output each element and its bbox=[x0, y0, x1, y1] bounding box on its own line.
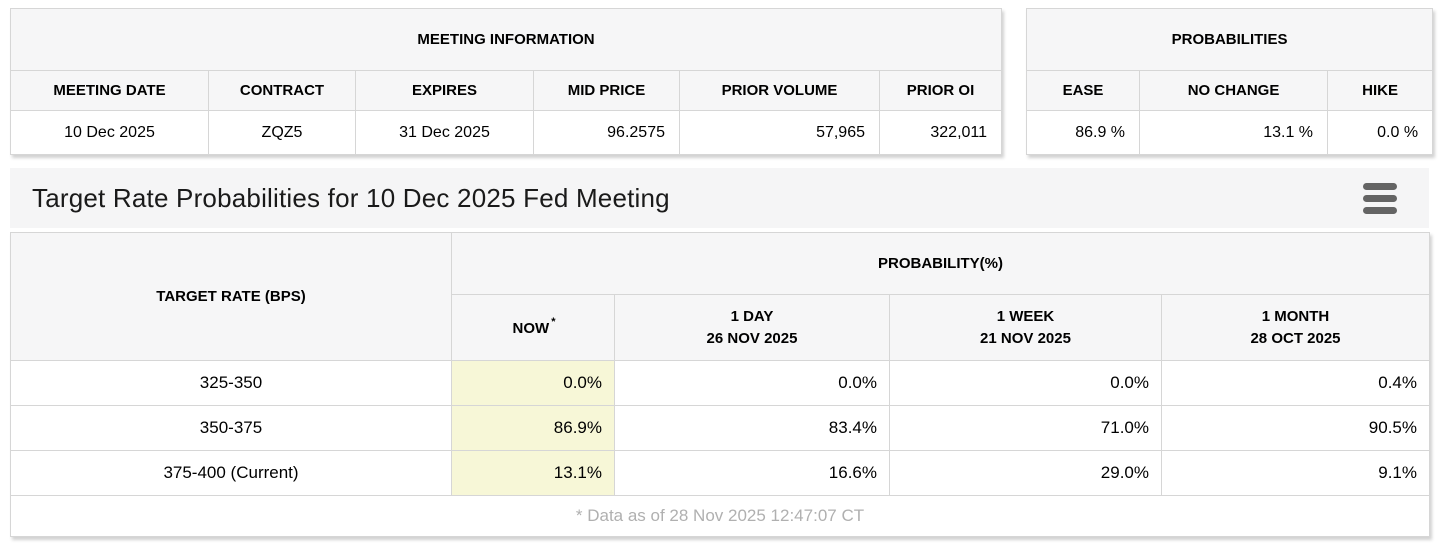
column-header-1-day: 1 DAY 26 NOV 2025 bbox=[614, 294, 890, 361]
footnote-row: * Data as of 28 Nov 2025 12:47:07 CT bbox=[10, 495, 1430, 537]
period-label: 1 WEEK bbox=[996, 307, 1055, 325]
table-row: 86.9 % 13.1 % 0.0 % bbox=[1026, 110, 1434, 155]
hamburger-bar bbox=[1363, 182, 1397, 190]
hike-value: 0.0 % bbox=[1327, 110, 1434, 155]
column-header-ease: EASE bbox=[1026, 70, 1141, 111]
column-header-expires: EXPIRES bbox=[355, 70, 534, 111]
column-header-prior-volume: PRIOR VOLUME bbox=[679, 70, 880, 111]
probability-group-header-row: TARGET RATE (BPS) PROBABILITY(%) bbox=[10, 232, 1430, 361]
target-rate-value: 325-350 bbox=[10, 360, 452, 406]
target-rate-value: 375-400 (Current) bbox=[10, 450, 452, 496]
one-day-probability-value: 16.6% bbox=[614, 450, 890, 496]
hamburger-bar bbox=[1363, 194, 1397, 202]
column-header-contract: CONTRACT bbox=[208, 70, 356, 111]
probabilities-summary-table: PROBABILITIES EASE NO CHANGE HIKE 86.9 %… bbox=[1026, 8, 1434, 155]
one-week-probability-value: 29.0% bbox=[889, 450, 1162, 496]
column-header-prior-oi: PRIOR OI bbox=[878, 70, 1003, 111]
one-day-probability-value: 83.4% bbox=[614, 405, 890, 451]
meeting-information-table: MEETING INFORMATION MEETING DATE CONTRAC… bbox=[9, 8, 1003, 155]
table-row: 10 Dec 2025 ZQZ5 31 Dec 2025 96.2575 57,… bbox=[10, 110, 1003, 155]
target-rate-value: 350-375 bbox=[10, 405, 452, 451]
column-header-1-week: 1 WEEK 21 NOV 2025 bbox=[889, 294, 1162, 361]
hamburger-bar bbox=[1363, 206, 1397, 214]
ease-value: 86.9 % bbox=[1026, 110, 1141, 155]
column-header-meeting-date: MEETING DATE bbox=[10, 70, 209, 111]
now-probability-value: 86.9% bbox=[451, 405, 615, 451]
column-header-target-rate: TARGET RATE (BPS) bbox=[10, 232, 452, 361]
period-date: 21 NOV 2025 bbox=[980, 329, 1071, 347]
one-month-probability-value: 9.1% bbox=[1161, 450, 1430, 496]
hamburger-menu-icon[interactable] bbox=[1363, 182, 1397, 214]
column-header-now: NOW * bbox=[451, 294, 615, 361]
column-group-probability: PROBABILITY(%) bbox=[451, 232, 1430, 295]
column-header-hike: HIKE bbox=[1327, 70, 1434, 111]
meeting-information-header-row: MEETING DATE CONTRACT EXPIRES MID PRICE … bbox=[10, 70, 1003, 111]
one-month-probability-value: 90.5% bbox=[1161, 405, 1430, 451]
table-row: 350-375 86.9% 83.4% 71.0% 90.5% bbox=[10, 405, 1430, 451]
table-row: 375-400 (Current) 13.1% 16.6% 29.0% 9.1% bbox=[10, 450, 1430, 496]
column-header-no-change: NO CHANGE bbox=[1139, 70, 1329, 111]
one-week-probability-value: 71.0% bbox=[889, 405, 1162, 451]
chart-titlebar: Target Rate Probabilities for 10 Dec 202… bbox=[10, 168, 1429, 228]
now-asterisk: * bbox=[551, 316, 556, 328]
one-week-probability-value: 0.0% bbox=[889, 360, 1162, 406]
now-probability-value: 13.1% bbox=[451, 450, 615, 496]
expires-value: 31 Dec 2025 bbox=[355, 110, 534, 155]
mid-price-value: 96.2575 bbox=[533, 110, 680, 155]
now-label: NOW bbox=[512, 320, 550, 337]
probabilities-title-row: PROBABILITIES bbox=[1026, 8, 1434, 71]
one-day-probability-value: 0.0% bbox=[614, 360, 890, 406]
column-header-mid-price: MID PRICE bbox=[533, 70, 680, 111]
probabilities-header-row: EASE NO CHANGE HIKE bbox=[1026, 70, 1434, 111]
one-month-probability-value: 0.4% bbox=[1161, 360, 1430, 406]
period-date: 28 OCT 2025 bbox=[1250, 329, 1341, 347]
probability-subheader-row: NOW * 1 DAY 26 NOV 2025 1 WEEK 21 NOV 202… bbox=[11, 294, 1430, 361]
page-title: Target Rate Probabilities for 10 Dec 202… bbox=[32, 182, 670, 213]
meeting-date-value: 10 Dec 2025 bbox=[10, 110, 209, 155]
data-as-of-footnote: * Data as of 28 Nov 2025 12:47:07 CT bbox=[10, 495, 1430, 537]
contract-value: ZQZ5 bbox=[208, 110, 356, 155]
column-header-1-month: 1 MONTH 28 OCT 2025 bbox=[1161, 294, 1430, 361]
prior-volume-value: 57,965 bbox=[679, 110, 880, 155]
period-label: 1 DAY bbox=[730, 307, 774, 325]
target-rate-probability-table: TARGET RATE (BPS) PROBABILITY(%) NOW * 1 … bbox=[10, 232, 1430, 537]
table-row: 325-350 0.0% 0.0% 0.0% 0.4% bbox=[10, 360, 1430, 406]
meeting-information-title-row: MEETING INFORMATION bbox=[9, 8, 1003, 71]
target-rate-table-container: TARGET RATE (BPS) PROBABILITY(%) NOW * 1 … bbox=[10, 232, 1430, 537]
summary-tables-row: MEETING INFORMATION MEETING DATE CONTRAC… bbox=[9, 8, 1434, 155]
meeting-information-title: MEETING INFORMATION bbox=[9, 8, 1003, 71]
period-label: 1 MONTH bbox=[1261, 307, 1330, 325]
no-change-value: 13.1 % bbox=[1139, 110, 1329, 155]
prior-oi-value: 322,011 bbox=[878, 110, 1003, 155]
now-probability-value: 0.0% bbox=[451, 360, 615, 406]
probabilities-title: PROBABILITIES bbox=[1026, 8, 1434, 71]
period-date: 26 NOV 2025 bbox=[706, 329, 798, 347]
